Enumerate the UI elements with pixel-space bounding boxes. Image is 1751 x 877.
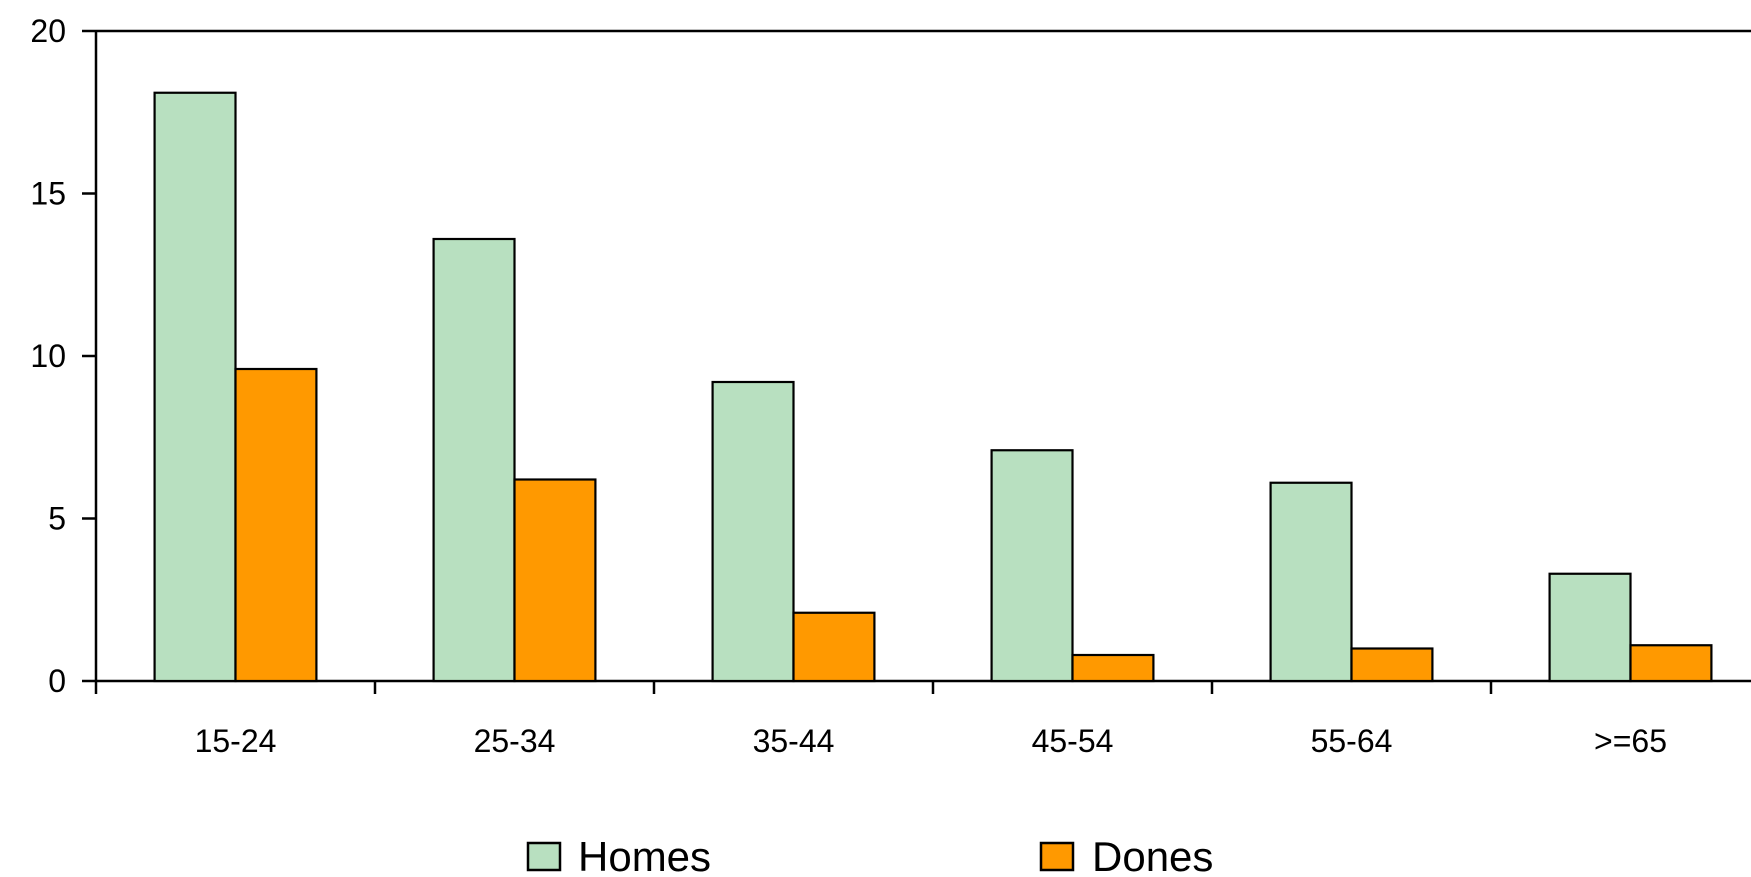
bar-dones-35-44 [792, 611, 876, 683]
bar-dones-15-24 [234, 367, 318, 683]
y-tick-label: 20 [30, 13, 66, 49]
x-tick-label: 35-44 [753, 723, 835, 759]
plot-area: 0 5 10 15 20 15-24 25-34 35-44 45-54 55-64 >=65 [30, 13, 1751, 759]
y-tick-label: 10 [30, 338, 66, 374]
bar-homes-15-24 [153, 91, 237, 683]
x-tick-label: 55-64 [1311, 723, 1393, 759]
x-tick-label: 45-54 [1032, 723, 1114, 759]
y-tick-label: 5 [48, 501, 66, 537]
x-tick-label: 25-34 [474, 723, 556, 759]
bar-homes-25-34 [432, 237, 516, 683]
bar-dones-25-34 [513, 478, 597, 683]
legend-item-homes: Homes [526, 833, 711, 877]
bar-homes-55-64 [1269, 481, 1353, 683]
legend-item-dones: Dones [1039, 833, 1213, 877]
bar-dones-55-64 [1350, 647, 1434, 683]
y-tick-label: 0 [48, 663, 66, 699]
bars [153, 91, 1713, 683]
bar-dones-45-54 [1071, 653, 1155, 683]
bar-dones->=65 [1629, 644, 1713, 683]
legend: Homes Dones [526, 833, 1213, 877]
legend-swatch-homes [526, 841, 562, 872]
x-tick-label: >=65 [1594, 723, 1667, 759]
bar-homes-35-44 [711, 380, 795, 683]
x-tick-label: 15-24 [195, 723, 277, 759]
y-tick-label: 15 [30, 176, 66, 212]
legend-swatch-dones [1039, 841, 1075, 872]
x-axis-ticks: 15-24 25-34 35-44 45-54 55-64 >=65 [94, 681, 1667, 759]
bar-homes->=65 [1548, 572, 1632, 683]
legend-label-homes: Homes [578, 833, 711, 877]
y-axis-ticks: 0 5 10 15 20 [30, 13, 96, 699]
legend-label-dones: Dones [1092, 833, 1213, 877]
bar-homes-45-54 [990, 449, 1074, 683]
